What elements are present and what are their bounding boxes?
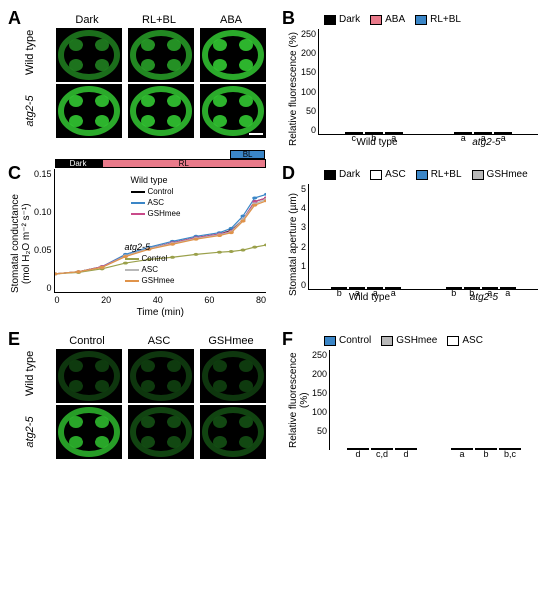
- panel-c-xlabel: Time (min): [55, 307, 266, 318]
- panel-c-xticks: 020406080: [55, 295, 266, 305]
- chart-bar: a: [500, 287, 516, 289]
- chart-bar: c: [345, 132, 363, 134]
- chart-bar: b,c: [499, 448, 521, 450]
- chart-bar: b: [475, 448, 497, 450]
- panel-d: D Dark ASC RL+BL GSHmee Stomatal aperture (…: [284, 165, 540, 319]
- chart-bar: b: [365, 132, 383, 134]
- microscopy-cell: [128, 349, 194, 403]
- panel-f-label: F: [282, 329, 293, 350]
- panel-a-label: A: [8, 8, 21, 29]
- chart-bar: a: [367, 287, 383, 289]
- panel-c-legend-wt: Wild typeControlASCGSHmee: [131, 175, 181, 219]
- panel-b-plot: cbaaaa Wild typeatg2-5: [318, 29, 538, 135]
- legend-item: Dark: [324, 169, 360, 180]
- microscopy-cell: [128, 28, 194, 82]
- panel-b-ylabel: Relative fluorescence (%): [288, 29, 299, 149]
- panel-d-plot: baaabbaa Wild typeatg2-5: [308, 184, 538, 290]
- chart-bar: a: [349, 287, 365, 289]
- panel-d-yticks: 543210: [299, 184, 308, 304]
- chart-bar: a: [454, 132, 472, 134]
- chart-bar: d: [347, 448, 369, 450]
- panel-e-label: E: [8, 329, 20, 350]
- panel-b-label: B: [282, 8, 295, 29]
- micro-col-label: GSHmee: [198, 335, 264, 347]
- microscopy-cell: [200, 349, 266, 403]
- microscopy-cell: [56, 405, 122, 459]
- panel-f: F Control GSHmee ASC Relative fluorescence…: [284, 331, 540, 459]
- panel-e-col-labels: Control ASC GSHmee: [54, 335, 266, 347]
- microscopy-cell: [56, 84, 122, 138]
- panel-f-ylabel: Relative fluorescence (%): [288, 350, 310, 450]
- panel-c-label: C: [8, 163, 21, 184]
- panel-f-legend: Control GSHmee ASC: [324, 335, 538, 346]
- micro-row-label: atg2-5: [24, 412, 36, 452]
- figure-grid: A Dark RL+BL ABA Wild type atg2-5: [10, 10, 540, 459]
- legend-item: Control: [324, 335, 371, 346]
- panel-b-yticks: 250200150100500: [299, 29, 318, 149]
- microscopy-cell: [128, 405, 194, 459]
- panel-c: C Stomatal conductance(mol H₂O m⁻² s⁻¹) …: [10, 165, 266, 319]
- panel-b-xlabels: Wild typeatg2-5: [319, 137, 538, 148]
- legend-item: GSHmee: [472, 169, 528, 180]
- chart-bar: b: [446, 287, 462, 289]
- panel-a-col-labels: Dark RL+BL ABA: [54, 14, 266, 26]
- panel-d-label: D: [282, 163, 295, 184]
- legend-item: ASC: [447, 335, 483, 346]
- scalebar: [249, 133, 263, 135]
- microscopy-cell: [200, 405, 266, 459]
- panel-d-ylabel: Stomatal aperture (µm): [288, 184, 299, 304]
- chart-bar: b: [331, 287, 347, 289]
- chart-bar: a: [385, 132, 403, 134]
- chart-bar: d: [395, 448, 417, 450]
- micro-col-label: ASC: [126, 335, 192, 347]
- panel-c-phase-bars: Dark RL BL: [55, 159, 266, 168]
- panel-d-legend: Dark ASC RL+BL GSHmee: [324, 169, 538, 180]
- panel-f-plot: dc,dd abb,c: [329, 350, 538, 450]
- legend-item: ABA: [370, 14, 405, 25]
- chart-bar: a: [494, 132, 512, 134]
- micro-row-label: Wild type: [24, 356, 36, 396]
- micro-col-label: ABA: [198, 14, 264, 26]
- panel-b-legend: Dark ABA RL+BL: [324, 14, 538, 25]
- panel-c-plot: Dark RL BL Wild typeControlASCGSHmee atg…: [54, 169, 266, 293]
- microscopy-cell: [128, 84, 194, 138]
- microscopy-cell: [200, 84, 266, 138]
- panel-d-xlabels: Wild typeatg2-5: [309, 292, 538, 303]
- panel-f-yticks: 25020015010050: [310, 350, 329, 450]
- microscopy-cell: [56, 28, 122, 82]
- panel-c-legend-atg: atg2-5ControlASCGSHmee: [125, 242, 175, 286]
- microscopy-cell: [56, 349, 122, 403]
- micro-col-label: Dark: [54, 14, 120, 26]
- micro-row-label: atg2-5: [24, 91, 36, 131]
- panel-c-ylabel: Stomatal conductance(mol H₂O m⁻² s⁻¹): [10, 169, 32, 319]
- micro-row-label: Wild type: [24, 35, 36, 75]
- chart-bar: c,d: [371, 448, 393, 450]
- panel-e: E Control ASC GSHmee Wild type atg2-5: [10, 331, 266, 459]
- legend-item: ASC: [370, 169, 406, 180]
- chart-bar: b: [464, 287, 480, 289]
- panel-c-yticks: 0.150.100.050: [32, 169, 54, 319]
- legend-item: RL+BL: [416, 169, 462, 180]
- panel-a: A Dark RL+BL ABA Wild type atg2-5: [10, 10, 266, 153]
- legend-item: GSHmee: [381, 335, 437, 346]
- legend-item: Dark: [324, 14, 360, 25]
- micro-col-label: RL+BL: [126, 14, 192, 26]
- chart-bar: a: [482, 287, 498, 289]
- micro-col-label: Control: [54, 335, 120, 347]
- chart-bar: a: [451, 448, 473, 450]
- panel-b: B Dark ABA RL+BL Relative fluorescence (%)…: [284, 10, 540, 153]
- chart-bar: a: [474, 132, 492, 134]
- legend-item: RL+BL: [415, 14, 461, 25]
- microscopy-cell: [200, 28, 266, 82]
- chart-bar: a: [385, 287, 401, 289]
